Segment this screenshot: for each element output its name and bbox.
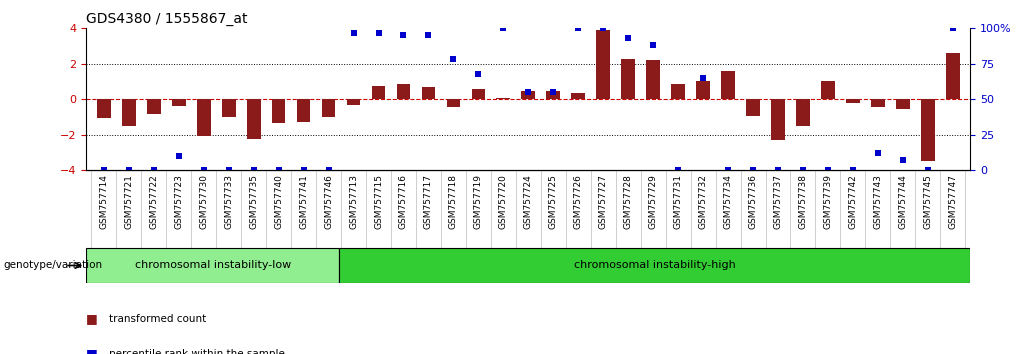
Text: transformed count: transformed count bbox=[109, 314, 206, 324]
Bar bbox=[622, 59, 635, 99]
Text: GSM757739: GSM757739 bbox=[823, 174, 832, 229]
Text: ■: ■ bbox=[86, 312, 99, 325]
Bar bbox=[396, 84, 410, 99]
Bar bbox=[271, 99, 285, 123]
FancyBboxPatch shape bbox=[86, 248, 339, 283]
Text: GSM757718: GSM757718 bbox=[449, 174, 458, 229]
Text: GSM757737: GSM757737 bbox=[773, 174, 782, 229]
Bar bbox=[946, 53, 960, 99]
Text: GSM757733: GSM757733 bbox=[225, 174, 234, 229]
Bar bbox=[547, 91, 560, 99]
Bar bbox=[147, 99, 161, 114]
Bar bbox=[297, 99, 311, 122]
Text: GSM757723: GSM757723 bbox=[175, 174, 183, 229]
Bar bbox=[322, 99, 335, 117]
Bar bbox=[821, 81, 835, 99]
Bar bbox=[197, 99, 210, 136]
Text: GSM757721: GSM757721 bbox=[124, 174, 133, 229]
Text: GSM757744: GSM757744 bbox=[898, 174, 907, 229]
Text: GSM757719: GSM757719 bbox=[473, 174, 483, 229]
Text: GSM757742: GSM757742 bbox=[848, 174, 858, 229]
Text: GSM757715: GSM757715 bbox=[374, 174, 383, 229]
Bar bbox=[221, 99, 236, 117]
Bar bbox=[172, 99, 186, 106]
Text: GSM757732: GSM757732 bbox=[699, 174, 707, 229]
Text: GSM757725: GSM757725 bbox=[549, 174, 558, 229]
Text: GSM757734: GSM757734 bbox=[723, 174, 733, 229]
Bar bbox=[471, 89, 486, 99]
Text: GSM757741: GSM757741 bbox=[299, 174, 308, 229]
Text: GSM757722: GSM757722 bbox=[149, 174, 158, 229]
Bar bbox=[746, 99, 760, 116]
Text: GSM757716: GSM757716 bbox=[399, 174, 408, 229]
Bar bbox=[422, 87, 435, 99]
Text: GSM757727: GSM757727 bbox=[598, 174, 608, 229]
Text: chromosomal instability-high: chromosomal instability-high bbox=[574, 261, 736, 270]
Text: GSM757740: GSM757740 bbox=[274, 174, 283, 229]
Text: chromosomal instability-low: chromosomal instability-low bbox=[134, 261, 291, 270]
Text: GSM757720: GSM757720 bbox=[499, 174, 508, 229]
Text: GSM757717: GSM757717 bbox=[424, 174, 433, 229]
Bar bbox=[596, 30, 610, 99]
Text: ■: ■ bbox=[86, 348, 99, 354]
Bar bbox=[122, 99, 136, 126]
Bar bbox=[896, 99, 909, 109]
Text: GSM757724: GSM757724 bbox=[524, 174, 532, 229]
Text: GSM757736: GSM757736 bbox=[749, 174, 758, 229]
Bar bbox=[672, 84, 685, 99]
Text: GDS4380 / 1555867_at: GDS4380 / 1555867_at bbox=[86, 12, 248, 26]
Bar bbox=[571, 93, 585, 99]
Bar bbox=[372, 86, 385, 99]
Text: GSM757738: GSM757738 bbox=[799, 174, 808, 229]
Text: GSM757745: GSM757745 bbox=[924, 174, 933, 229]
Text: GSM757746: GSM757746 bbox=[324, 174, 333, 229]
Text: GSM757731: GSM757731 bbox=[674, 174, 683, 229]
Bar bbox=[247, 99, 260, 139]
Bar bbox=[497, 98, 510, 99]
Bar bbox=[920, 99, 935, 161]
Text: GSM757735: GSM757735 bbox=[249, 174, 258, 229]
Bar bbox=[696, 81, 710, 99]
Bar bbox=[771, 99, 785, 140]
Text: percentile rank within the sample: percentile rank within the sample bbox=[109, 349, 284, 354]
Bar bbox=[721, 71, 735, 99]
FancyBboxPatch shape bbox=[339, 248, 970, 283]
Bar bbox=[797, 99, 810, 126]
Bar bbox=[846, 99, 860, 103]
Text: GSM757747: GSM757747 bbox=[948, 174, 957, 229]
Bar bbox=[871, 99, 885, 107]
Text: GSM757729: GSM757729 bbox=[648, 174, 657, 229]
Text: GSM757730: GSM757730 bbox=[199, 174, 208, 229]
Bar bbox=[346, 99, 361, 105]
Text: genotype/variation: genotype/variation bbox=[3, 261, 103, 270]
Text: GSM757726: GSM757726 bbox=[574, 174, 583, 229]
Text: GSM757714: GSM757714 bbox=[100, 174, 109, 229]
Text: GSM757713: GSM757713 bbox=[350, 174, 358, 229]
Bar bbox=[97, 99, 111, 118]
Text: GSM757743: GSM757743 bbox=[874, 174, 882, 229]
Bar bbox=[447, 99, 460, 107]
Bar bbox=[521, 91, 535, 99]
Bar bbox=[646, 60, 660, 99]
Text: GSM757728: GSM757728 bbox=[624, 174, 633, 229]
